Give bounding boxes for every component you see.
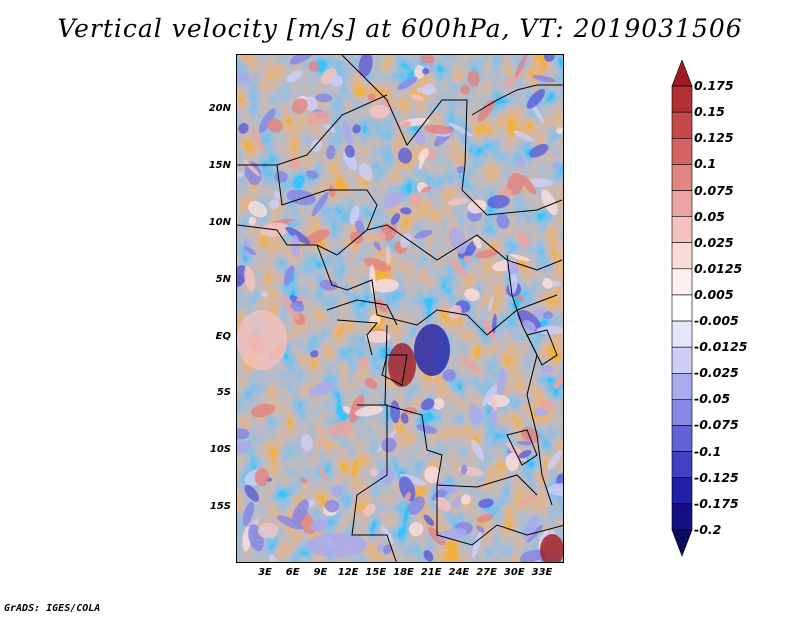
lon-label: 12E (337, 567, 359, 578)
colorbar-label: -0.0125 (694, 339, 748, 355)
colorbar-swatch (671, 164, 693, 191)
colorbar-label: 0.075 (694, 182, 734, 198)
map-panel (236, 54, 564, 563)
colorbar-swatch (671, 477, 693, 505)
colorbar-swatch (671, 372, 693, 400)
colorbar-swatch (671, 320, 693, 348)
lat-label: 5S (216, 387, 231, 398)
colorbar-swatch (671, 503, 693, 531)
colorbar-label: -0.025 (694, 365, 739, 381)
colorbar-label: -0.175 (694, 495, 739, 511)
colorbar-label: -0.05 (694, 391, 731, 407)
colorbar-swatch (671, 111, 693, 139)
lon-label: 33E (531, 567, 553, 578)
colorbar-swatch (671, 451, 693, 478)
lat-label: EQ (215, 331, 231, 342)
colorbar-label: -0.125 (694, 469, 739, 485)
lon-label: 6E (285, 567, 300, 578)
grads-credit: GrADS: IGES/COLA (4, 603, 101, 614)
colorbar-label: -0.075 (694, 417, 739, 433)
lat-label: 5N (215, 274, 231, 285)
colorbar-swatch (671, 529, 693, 557)
colorbar-swatch (671, 60, 693, 87)
colorbar-label: 0.175 (694, 78, 734, 94)
lon-label: 9E (313, 567, 328, 578)
chart-title: Vertical velocity [m/s] at 600hPa, VT: 2… (57, 14, 743, 43)
country-borders (237, 55, 563, 562)
lat-label: 15S (209, 501, 231, 512)
lon-label: 3E (258, 567, 272, 578)
colorbar-swatch (671, 85, 693, 113)
lon-label: 27E (476, 567, 497, 578)
colorbar-label: -0.005 (694, 313, 739, 329)
colorbar (671, 60, 693, 557)
colorbar-label: 0.025 (694, 234, 734, 250)
colorbar-swatch (671, 294, 693, 322)
colorbar-label: -0.1 (694, 443, 722, 459)
lon-label: 18E (393, 567, 414, 578)
lon-label: 15E (365, 567, 387, 578)
colorbar-swatch (671, 425, 693, 452)
lon-label: 24E (448, 567, 470, 578)
vertical-velocity-field (237, 55, 563, 562)
colorbar-swatch (671, 138, 693, 165)
lat-label: 10S (209, 444, 231, 455)
lat-label: 20N (208, 103, 231, 114)
lat-label: 15N (208, 160, 231, 171)
colorbar-swatch (671, 346, 693, 374)
lon-label: 30E (503, 567, 525, 578)
colorbar-label: -0.2 (694, 521, 722, 537)
colorbar-label: 0.15 (694, 104, 725, 120)
colorbar-label: 0.05 (694, 208, 725, 224)
colorbar-label: 0.1 (694, 156, 717, 172)
colorbar-label: 0.125 (694, 130, 734, 146)
colorbar-swatch (671, 216, 693, 244)
colorbar-swatch (671, 268, 693, 296)
colorbar-label: 0.0125 (694, 260, 743, 276)
colorbar-label: 0.005 (694, 286, 734, 302)
lat-label: 10N (208, 217, 231, 228)
lon-label: 21E (420, 567, 442, 578)
colorbar-swatch (671, 242, 693, 270)
colorbar-swatch (671, 190, 693, 217)
colorbar-swatch (671, 399, 693, 426)
